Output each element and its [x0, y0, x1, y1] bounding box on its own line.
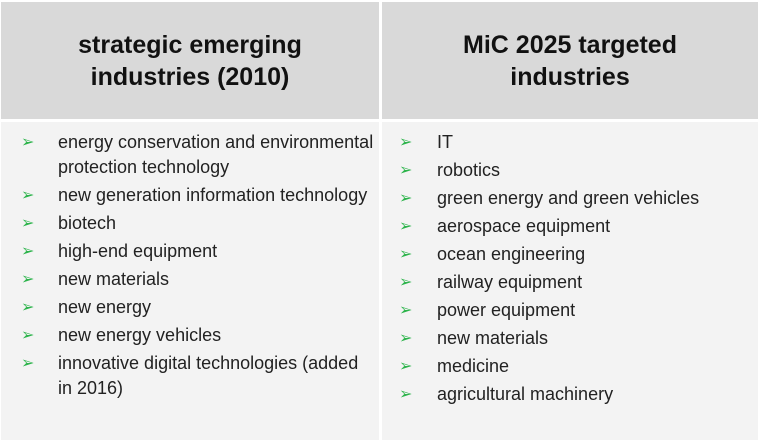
- body-cell: IT robotics green energy and green vehicle…: [382, 122, 758, 440]
- header-text: MiC 2025 targeted industries: [463, 30, 677, 91]
- header-text: strategic emerging industries (2010): [78, 30, 302, 91]
- list-item: energy conservation and environmental pr…: [1, 130, 374, 180]
- list-item: innovative digital technologies (added i…: [1, 351, 374, 401]
- list-item: new materials: [1, 267, 374, 292]
- header-cell: MiC 2025 targeted industries: [382, 2, 758, 119]
- list-item: robotics: [382, 158, 758, 183]
- list-item: power equipment: [382, 298, 758, 323]
- list-item: new generation information technology: [1, 183, 374, 208]
- list-item: green energy and green vehicles: [382, 186, 758, 211]
- body-cell: energy conservation and environmental pr…: [1, 122, 379, 440]
- list-item: IT: [382, 130, 758, 155]
- list-item: medicine: [382, 354, 758, 379]
- list-item: railway equipment: [382, 270, 758, 295]
- list-item: new materials: [382, 326, 758, 351]
- list-item: agricultural machinery: [382, 382, 758, 407]
- list-item: biotech: [1, 211, 374, 236]
- header-cell: strategic emerging industries (2010): [1, 2, 379, 119]
- list-item: aerospace equipment: [382, 214, 758, 239]
- list-item: new energy: [1, 295, 374, 320]
- list-item: high-end equipment: [1, 239, 374, 264]
- list: IT robotics green energy and green vehicle…: [382, 130, 758, 407]
- list-item: new energy vehicles: [1, 323, 374, 348]
- list-item: ocean engineering: [382, 242, 758, 267]
- list: energy conservation and environmental pr…: [1, 130, 379, 401]
